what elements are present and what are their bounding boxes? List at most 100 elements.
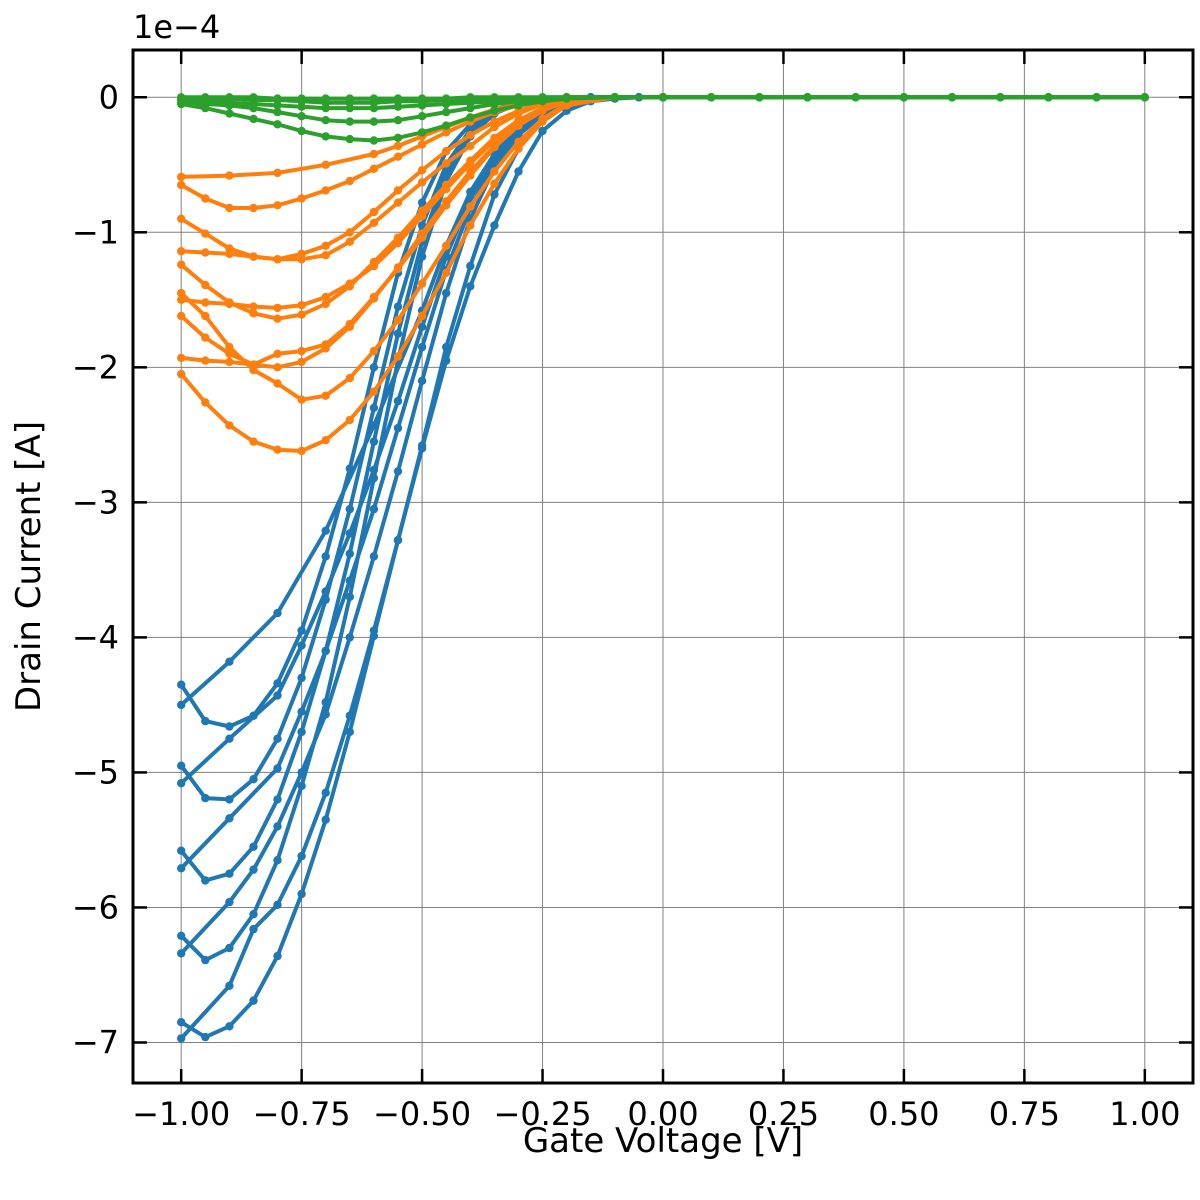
y-tick-label: −2 [72, 348, 119, 386]
data-point [369, 363, 379, 372]
data-point [345, 549, 354, 558]
data-point [345, 176, 354, 186]
data-point [201, 280, 210, 290]
x-tick-label: 0.75 [989, 1095, 1060, 1133]
data-point [369, 346, 379, 356]
data-point [225, 981, 234, 990]
data-point [297, 641, 306, 650]
data-point [177, 214, 186, 223]
data-point [345, 415, 354, 425]
data-point [755, 93, 764, 102]
data-point [225, 299, 234, 309]
data-point [177, 369, 186, 379]
data-point [201, 356, 210, 365]
data-point [225, 171, 234, 180]
data-point [345, 504, 354, 514]
data-point [345, 237, 354, 246]
data-point [225, 109, 234, 118]
y-tick-label: 0 [99, 78, 119, 116]
data-point [297, 357, 306, 367]
data-point [538, 114, 547, 124]
data-point [417, 94, 427, 103]
data-point [369, 504, 379, 514]
data-point [177, 846, 186, 855]
data-point [273, 679, 282, 688]
data-point [177, 700, 186, 710]
data-point [297, 781, 306, 791]
data-point [417, 166, 427, 175]
data-point [297, 626, 306, 635]
data-point [417, 233, 427, 242]
data-point [201, 398, 210, 407]
data-point [1140, 93, 1150, 102]
data-point [201, 333, 210, 342]
data-point [273, 168, 282, 178]
data-point [321, 788, 330, 797]
data-point [177, 949, 186, 958]
data-point [417, 178, 427, 187]
data-point [225, 1022, 234, 1031]
data-point [538, 126, 547, 136]
data-point [297, 768, 306, 777]
data-point [249, 775, 258, 784]
data-point [225, 357, 234, 367]
grid [133, 50, 1193, 1083]
y-tick-label: −3 [72, 483, 119, 521]
data-point [297, 94, 306, 103]
data-point [466, 261, 475, 271]
data-point [225, 421, 234, 430]
data-point [466, 221, 475, 230]
data-point [177, 864, 186, 873]
data-point [321, 340, 330, 349]
data-point [417, 128, 427, 137]
data-point [610, 93, 619, 102]
data-point [442, 201, 451, 210]
data-point [273, 795, 282, 804]
data-point [442, 94, 451, 103]
data-point [417, 198, 427, 207]
data-point [514, 167, 523, 176]
data-point [393, 94, 403, 103]
data-point [345, 94, 354, 103]
data-point [345, 279, 354, 288]
data-point [177, 1018, 186, 1027]
data-point [321, 710, 330, 719]
data-point [321, 587, 330, 596]
data-point [177, 779, 186, 788]
data-point [297, 707, 306, 716]
data-point [201, 955, 210, 965]
data-point [538, 93, 547, 102]
data-point [417, 112, 427, 121]
data-point [369, 261, 379, 271]
data-point [201, 298, 210, 307]
data-point [321, 186, 330, 195]
data-point [369, 437, 379, 446]
x-tick-label: 0.25 [748, 1095, 819, 1133]
data-point [201, 248, 210, 257]
data-point [273, 379, 282, 388]
data-point [345, 576, 354, 585]
data-point [658, 93, 668, 102]
data-point [297, 395, 306, 404]
data-point [417, 252, 427, 261]
x-tick-label: −1.00 [132, 1095, 230, 1133]
data-point [345, 117, 354, 126]
data-point [225, 203, 234, 213]
data-point [466, 113, 475, 122]
data-point [393, 536, 403, 545]
data-point [369, 403, 379, 412]
data-point [297, 249, 306, 259]
data-point [225, 342, 234, 352]
data-point [490, 106, 499, 116]
data-point [249, 437, 258, 446]
data-point [417, 211, 427, 221]
data-point [393, 116, 403, 125]
data-point [249, 309, 258, 318]
data-point [177, 93, 186, 102]
data-point [321, 292, 330, 302]
data-point [321, 299, 330, 309]
data-point [273, 303, 282, 313]
data-point [393, 302, 403, 311]
data-point [321, 132, 330, 141]
